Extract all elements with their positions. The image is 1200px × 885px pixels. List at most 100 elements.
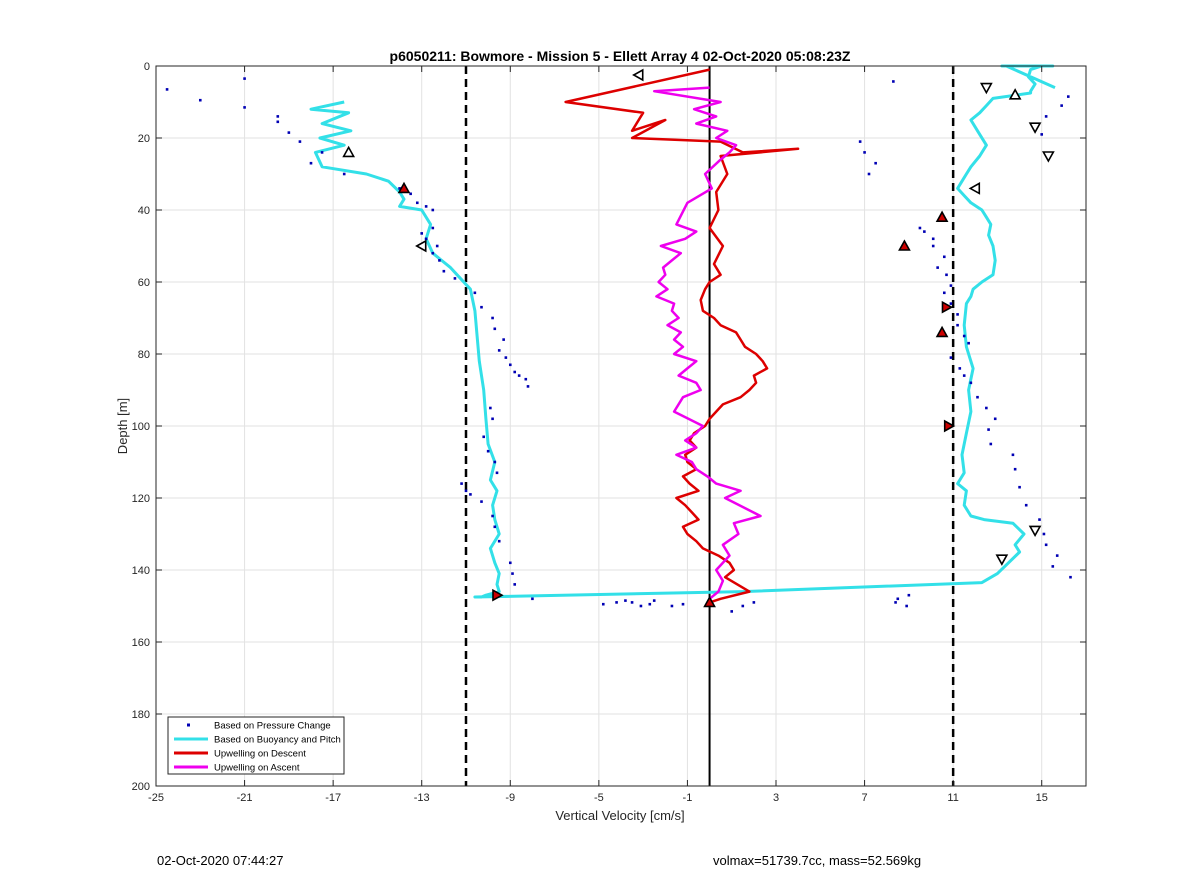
pressure-change-point bbox=[438, 259, 441, 262]
pressure-change-point bbox=[491, 417, 494, 421]
pressure-change-point bbox=[276, 115, 280, 118]
pressure-change-point bbox=[858, 140, 862, 143]
legend-label: Upwelling on Ascent bbox=[214, 763, 300, 774]
pressure-change-point bbox=[1044, 115, 1048, 118]
pressure-change-point bbox=[923, 230, 926, 233]
pressure-change-point bbox=[601, 602, 605, 606]
x-tick-label: -1 bbox=[683, 792, 693, 804]
legend-swatch-dot bbox=[187, 723, 190, 727]
y-tick-label: 100 bbox=[132, 421, 150, 433]
pressure-change-point bbox=[420, 232, 424, 235]
pressure-change-point bbox=[1011, 453, 1015, 457]
pressure-change-point bbox=[493, 327, 497, 331]
pressure-change-point bbox=[453, 277, 457, 280]
x-tick-label: -25 bbox=[148, 792, 164, 804]
pressure-change-point bbox=[863, 151, 866, 154]
pressure-change-point bbox=[502, 338, 505, 341]
pressure-change-point bbox=[741, 604, 745, 608]
pressure-change-point bbox=[936, 266, 939, 269]
pressure-change-point bbox=[615, 601, 618, 604]
pressure-change-point bbox=[460, 482, 463, 485]
y-axis-label: Depth [m] bbox=[115, 398, 130, 454]
pressure-change-point bbox=[945, 273, 948, 277]
pressure-change-point bbox=[987, 428, 990, 431]
axis-ticks: -25 -21 -17 -13 -9 -5 -1 3 7 11 150204060801001201… bbox=[132, 61, 1086, 804]
series-line-buoyancy bbox=[309, 64, 1056, 599]
pressure-change-point bbox=[918, 226, 922, 230]
triangle-marker bbox=[492, 588, 504, 602]
pressure-change-point bbox=[993, 417, 997, 421]
pressure-change-point bbox=[648, 602, 652, 606]
pressure-change-point bbox=[969, 381, 973, 385]
pressure-change-point bbox=[1066, 95, 1070, 98]
pressure-change-point bbox=[497, 539, 501, 543]
triangle-marker bbox=[397, 181, 411, 194]
pressure-change-point bbox=[1069, 575, 1072, 579]
pressure-change-point bbox=[989, 442, 993, 446]
pressure-change-point bbox=[511, 572, 514, 575]
pressure-change-point bbox=[1060, 104, 1063, 107]
pressure-change-point bbox=[1038, 518, 1041, 521]
pressure-change-point bbox=[442, 269, 446, 273]
triangle-marker bbox=[968, 182, 981, 195]
pressure-change-point bbox=[526, 385, 530, 388]
pressure-change-point bbox=[1013, 467, 1017, 471]
pressure-change-point bbox=[504, 356, 508, 359]
pressure-change-point bbox=[630, 601, 634, 604]
pressure-change-point bbox=[624, 599, 627, 602]
x-tick-label: 7 bbox=[862, 792, 868, 804]
pressure-change-point bbox=[424, 205, 428, 208]
y-tick-label: 200 bbox=[132, 781, 150, 793]
pressure-change-point bbox=[424, 237, 428, 241]
x-axis-label: Vertical Velocity [cm/s] bbox=[555, 808, 684, 823]
y-tick-label: 180 bbox=[132, 709, 150, 721]
pressure-change-point bbox=[517, 374, 521, 377]
pressure-change-point bbox=[409, 192, 412, 196]
pressure-change-point bbox=[524, 377, 528, 381]
pressure-change-point bbox=[513, 583, 517, 586]
legend-label: Upwelling on Descent bbox=[214, 749, 306, 760]
pressure-change-point bbox=[287, 131, 291, 134]
y-tick-label: 160 bbox=[132, 637, 150, 649]
triangle-marker bbox=[415, 239, 427, 253]
x-tick-label: -21 bbox=[237, 792, 253, 804]
pressure-change-point bbox=[949, 356, 953, 359]
triangle-marker bbox=[1028, 122, 1042, 134]
legend: Based on Pressure Change Based on Buoyanc… bbox=[167, 716, 345, 775]
pressure-change-point bbox=[1044, 543, 1048, 547]
pressure-change-point bbox=[867, 172, 871, 176]
pressure-change-point bbox=[730, 610, 734, 613]
pressure-change-point bbox=[342, 172, 346, 176]
x-tick-label: -17 bbox=[325, 792, 341, 804]
pressure-change-point bbox=[508, 561, 512, 565]
pressure-change-point bbox=[165, 88, 169, 91]
pressure-change-point bbox=[985, 406, 988, 410]
pressure-change-point bbox=[415, 201, 419, 205]
pressure-change-point bbox=[473, 291, 477, 295]
triangle-marker bbox=[941, 300, 954, 314]
triangle-marker bbox=[342, 145, 356, 158]
pressure-change-point bbox=[905, 604, 908, 608]
pressure-change-point bbox=[486, 449, 490, 453]
legend-label: Based on Buoyancy and Pitch bbox=[214, 735, 341, 746]
triangle-marker bbox=[979, 82, 993, 95]
pressure-change-point bbox=[1024, 503, 1028, 507]
y-tick-label: 140 bbox=[132, 565, 150, 577]
pressure-change-point bbox=[752, 601, 756, 604]
pressure-change-point bbox=[320, 151, 324, 154]
pressure-change-point bbox=[956, 323, 959, 327]
pressure-change-point bbox=[639, 604, 643, 608]
pressure-change-point bbox=[489, 406, 492, 410]
pressure-change-point bbox=[298, 140, 302, 143]
pressure-change-point bbox=[958, 367, 962, 370]
legend-label: Based on Pressure Change bbox=[214, 721, 331, 732]
x-tick-label: -5 bbox=[594, 792, 604, 804]
pressure-change-point bbox=[1055, 554, 1059, 557]
pressure-change-point bbox=[493, 525, 497, 529]
pressure-change-point bbox=[681, 602, 685, 606]
y-tick-label: 40 bbox=[138, 205, 150, 217]
y-tick-label: 60 bbox=[138, 277, 150, 289]
pressure-change-point bbox=[1051, 565, 1055, 568]
pressure-change-point bbox=[309, 161, 313, 165]
